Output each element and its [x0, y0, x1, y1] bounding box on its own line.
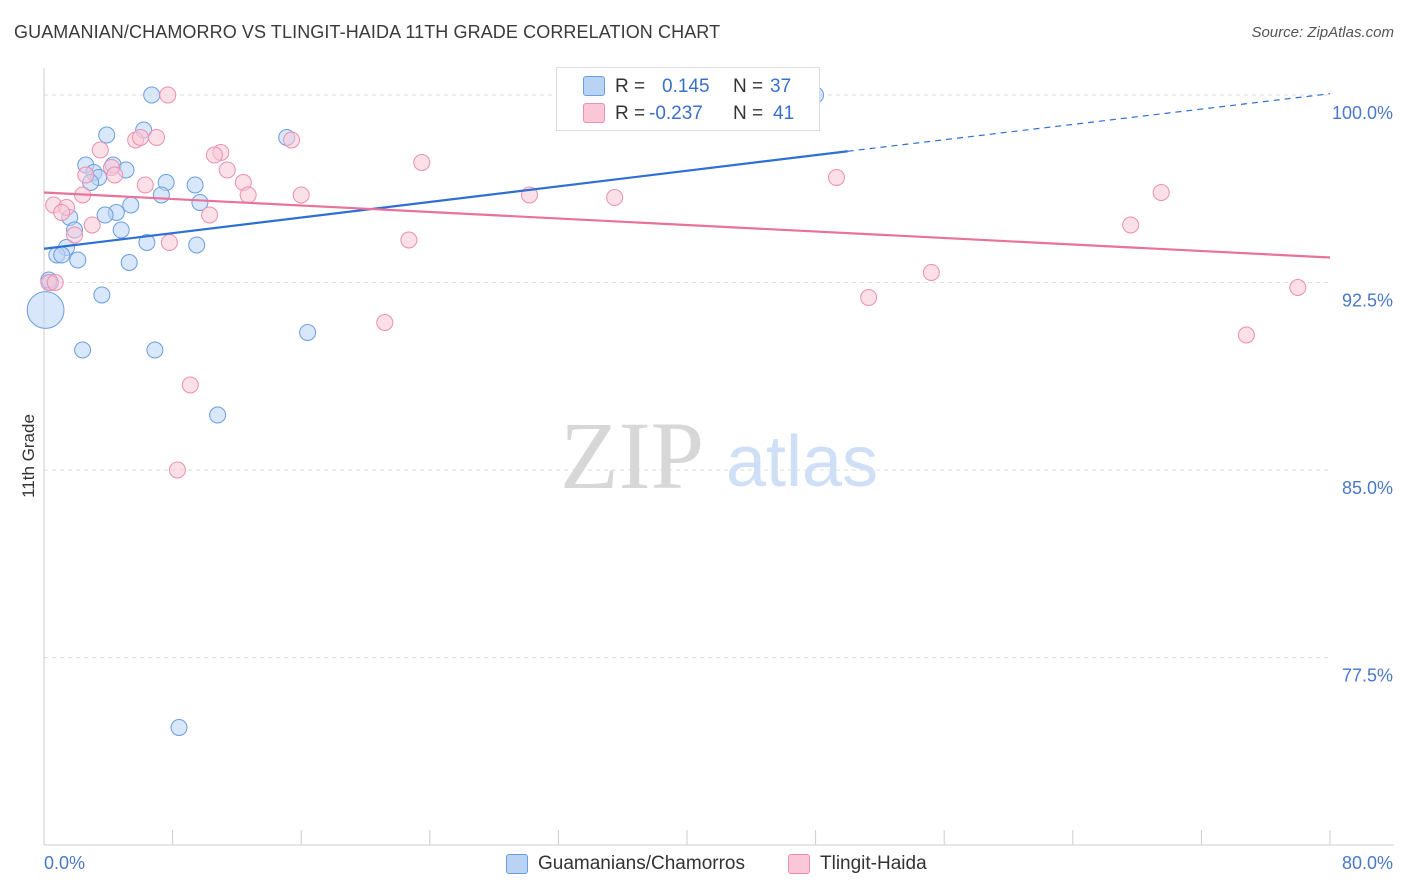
legend-r-label-2: R = — [615, 103, 646, 124]
tick-labels: 100.0% 92.5% 85.0% 77.5% 0.0% 80.0% — [44, 103, 1393, 873]
tlingit-trend-line — [43, 191, 1331, 259]
tlingit-point-17 — [1152, 184, 1170, 201]
tlingit-point-13 — [106, 166, 124, 184]
guamanians-point-14 — [191, 194, 209, 211]
tlingit-point-4 — [131, 129, 149, 146]
guamanians-point-33 — [146, 341, 164, 359]
y-tick-label-2: 85.0% — [1342, 478, 1393, 498]
guamanians-point-21 — [138, 234, 156, 251]
watermark: ZIP atlas — [560, 402, 878, 509]
watermark-zip: ZIP — [560, 402, 704, 509]
x-tick-label-1: 80.0% — [1342, 853, 1393, 873]
y-axis-label: 11th Grade — [19, 414, 38, 498]
y-tick-label-0: 100.0% — [1332, 103, 1393, 123]
legend-n-label-2: N = — [733, 103, 764, 124]
tlingit-point-0 — [159, 86, 177, 104]
guamanians-trend-line — [43, 150, 848, 250]
legend-r-label-1: R = — [615, 76, 646, 97]
tlingit-point-39 — [168, 461, 186, 479]
watermark-atlas: atlas — [726, 422, 878, 502]
legend-r-value-2: -0.237 — [649, 103, 703, 124]
legend-guamanians-label: Guamanians/Chamorros — [538, 853, 745, 874]
guamanians-point-15 — [122, 196, 140, 214]
tlingit-point-2 — [148, 129, 166, 146]
guamanians-point-27 — [120, 254, 138, 271]
tlingit-point-6 — [91, 141, 109, 159]
legend-tlingit-swatch — [788, 854, 810, 874]
series-tlingit-points — [40, 86, 1307, 479]
legend-n-label-1: N = — [733, 76, 764, 97]
tlingit-point-20 — [292, 186, 310, 204]
guamanians-point-20 — [112, 221, 130, 239]
guamanians-point-30 — [26, 291, 65, 329]
tlingit-point-28 — [1122, 216, 1140, 234]
tlingit-point-5 — [283, 131, 301, 149]
tlingit-point-36 — [376, 314, 394, 331]
legend-n-value-1: 37 — [770, 76, 792, 97]
source-credit: Source: ZipAtlas.com — [1251, 24, 1394, 41]
trend-lines — [43, 93, 1331, 259]
tlingit-point-19 — [239, 186, 257, 204]
tlingit-point-11 — [218, 161, 236, 179]
guamanians-point-17 — [96, 206, 114, 224]
legend-guamanians-swatch — [506, 854, 528, 874]
legend-tlingit-label: Tlingit-Haida — [820, 853, 927, 874]
guamanians-point-32 — [74, 341, 92, 359]
legend-n-value-2: 41 — [773, 103, 795, 124]
tlingit-point-14 — [827, 169, 845, 186]
guamanians-point-35 — [170, 719, 188, 736]
tlingit-point-12 — [77, 166, 95, 184]
guamanians-trend-extension — [847, 93, 1331, 152]
guamanians-point-11 — [186, 176, 204, 194]
tlingit-point-25 — [53, 204, 71, 221]
chart-title: GUAMANIAN/CHAMORRO VS TLINGIT-HAIDA 11TH… — [14, 22, 721, 42]
x-tick-label-0: 0.0% — [44, 853, 85, 873]
axes — [43, 68, 1394, 846]
tlingit-point-29 — [66, 226, 84, 244]
tlingit-point-37 — [1237, 326, 1255, 344]
tlingit-point-26 — [201, 206, 219, 224]
legend-swatch-pink — [583, 103, 605, 123]
guamanians-point-26 — [69, 251, 87, 269]
tlingit-point-40 — [46, 274, 64, 291]
guamanians-point-25 — [53, 246, 71, 264]
y-tick-label-1: 92.5% — [1342, 291, 1393, 311]
stats-legend: R = 0.145 N = 37 R = -0.237 N = 41 — [556, 67, 820, 131]
tlingit-point-30 — [400, 231, 418, 249]
legend-r-value-1: 0.145 — [662, 76, 710, 97]
tlingit-point-15 — [136, 176, 154, 194]
guamanians-point-0 — [143, 86, 161, 104]
guamanians-point-29 — [93, 286, 111, 304]
guamanians-point-34 — [209, 406, 227, 424]
tlingit-point-22 — [606, 189, 624, 206]
guamanians-point-22 — [188, 236, 206, 254]
tlingit-point-33 — [1289, 279, 1307, 296]
guamanians-point-31 — [299, 324, 317, 341]
y-tick-label-3: 77.5% — [1342, 666, 1393, 686]
tlingit-point-9 — [413, 154, 431, 171]
tlingit-point-8 — [205, 146, 223, 164]
guamanians-point-3 — [98, 126, 116, 144]
tlingit-point-35 — [860, 289, 878, 306]
tlingit-point-38 — [181, 376, 199, 394]
guamanians-point-13 — [152, 186, 170, 204]
legend-swatch-blue — [583, 76, 605, 96]
tlingit-point-27 — [83, 216, 101, 234]
tlingit-point-31 — [160, 234, 178, 251]
tlingit-point-34 — [922, 264, 940, 281]
